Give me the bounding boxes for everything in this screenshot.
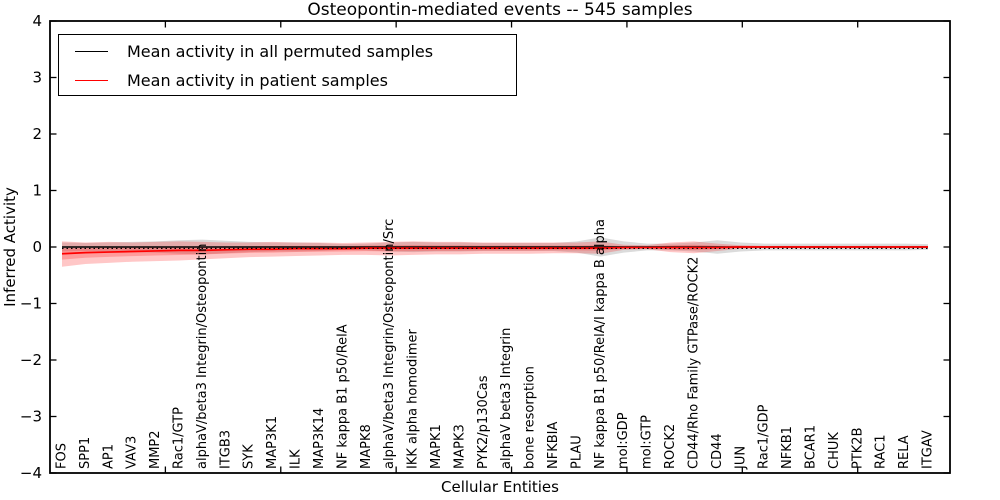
x-category-label: PLAU: [569, 435, 584, 469]
x-category-label: MAPK1: [429, 424, 444, 469]
x-category-label: ITGB3: [218, 430, 233, 469]
legend-label: Mean activity in patient samples: [127, 70, 388, 90]
x-category-label: CD44: [710, 433, 725, 469]
legend-line-sample: [75, 50, 108, 52]
y-tick-label: −3: [20, 408, 42, 426]
x-category-label: MMP2: [148, 430, 163, 469]
x-category-label: CD44/Rho Family GTPase/ROCK2: [686, 257, 701, 469]
x-category-label: AP1: [101, 444, 116, 469]
x-category-label: alphaV/beta3 Integrin/Osteopontin/Src: [382, 219, 397, 469]
x-category-label: MAPK3: [452, 424, 467, 469]
legend: Mean activity in all permuted samples Mea…: [58, 34, 517, 96]
x-category-label: NFKB1: [780, 426, 795, 469]
x-category-label: SPP1: [78, 437, 93, 469]
x-category-label: PTK2B: [850, 428, 865, 470]
x-category-label: Rac1/GTP: [172, 407, 187, 469]
x-category-label: BCAR1: [803, 425, 818, 469]
x-category-label: bone resorption: [523, 366, 538, 469]
y-tick-label: 3: [32, 69, 42, 87]
x-category-label: NFKBIA: [546, 422, 561, 469]
legend-item-0: Mean activity in all permuted samples: [59, 38, 516, 64]
x-category-label: IKK alpha homodimer: [406, 328, 421, 469]
x-category-label: NF kappa B1 p50/RelA: [335, 324, 350, 469]
y-tick-label: 0: [32, 238, 42, 256]
x-category-label: alphaV/beta3 Integrin/Osteopontin: [195, 244, 210, 469]
x-axis-label: Cellular Entities: [441, 478, 559, 496]
legend-line-sample: [75, 79, 108, 81]
x-category-label: MAPK8: [359, 424, 374, 469]
x-category-label: mol:GTP: [640, 415, 655, 469]
x-category-label: ITGAV: [921, 430, 936, 469]
y-tick-label: 1: [32, 182, 42, 200]
chart-title: Osteopontin-mediated events -- 545 sampl…: [307, 0, 693, 20]
x-category-label: VAV3: [125, 436, 140, 469]
x-category-label: alphaV beta3 Integrin: [499, 328, 514, 469]
x-category-label: ROCK2: [663, 424, 678, 469]
y-tick-label: −4: [20, 464, 42, 482]
y-tick-label: −1: [20, 295, 42, 313]
y-tick-label: 2: [32, 125, 42, 143]
x-category-label: JUN: [733, 446, 748, 470]
x-category-label: RAC1: [874, 434, 889, 469]
x-category-label: FOS: [55, 443, 70, 469]
x-category-label: mol:GDP: [616, 412, 631, 469]
x-category-label: NF kappa B1 p50/RelA/I kappa B alpha: [593, 219, 608, 469]
y-tick-label: 4: [32, 12, 42, 30]
x-category-label: PYK2/p130Cas: [476, 375, 491, 469]
y-axis-label: Inferred Activity: [1, 187, 19, 307]
x-category-label: Rac1/GDP: [757, 404, 772, 469]
x-category-label: ILK: [289, 449, 304, 469]
x-category-label: RELA: [897, 435, 912, 469]
x-category-label: MAP3K1: [265, 416, 280, 469]
x-category-label: SYK: [242, 444, 257, 469]
legend-item-1: Mean activity in patient samples: [59, 67, 516, 93]
x-category-label: CHUK: [827, 432, 842, 469]
y-tick-label: −2: [20, 351, 42, 369]
legend-label: Mean activity in all permuted samples: [127, 41, 434, 61]
x-category-label: MAP3K14: [312, 408, 327, 469]
